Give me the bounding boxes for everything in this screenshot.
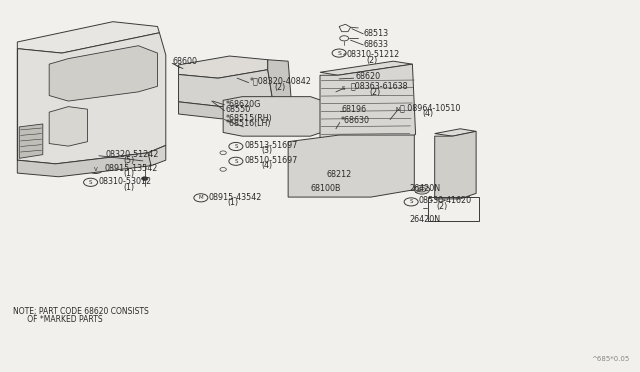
Text: S: S <box>337 51 341 55</box>
Polygon shape <box>288 135 414 197</box>
Circle shape <box>311 103 316 106</box>
Circle shape <box>82 83 100 93</box>
Polygon shape <box>17 153 151 177</box>
Text: 68100B: 68100B <box>310 185 341 193</box>
Text: (1): (1) <box>124 169 135 178</box>
Text: Ⓞ 08964-10510: Ⓞ 08964-10510 <box>400 103 461 112</box>
Text: S: S <box>410 199 413 204</box>
Text: (4): (4) <box>261 161 273 170</box>
Text: 68620: 68620 <box>355 72 380 81</box>
Polygon shape <box>223 97 321 136</box>
Text: 68633: 68633 <box>364 40 388 49</box>
Circle shape <box>230 129 235 132</box>
Text: 68513: 68513 <box>364 29 388 38</box>
Text: 26420N: 26420N <box>409 184 440 193</box>
Polygon shape <box>19 124 43 158</box>
Text: S: S <box>234 159 237 164</box>
Circle shape <box>414 185 429 194</box>
Polygon shape <box>17 33 166 164</box>
Text: 68550: 68550 <box>226 105 251 115</box>
Text: N: N <box>396 107 400 112</box>
Polygon shape <box>49 46 157 101</box>
Text: *68620G: *68620G <box>226 100 261 109</box>
Polygon shape <box>17 22 159 53</box>
Polygon shape <box>435 131 476 199</box>
Text: *68515(RH): *68515(RH) <box>226 113 273 122</box>
Text: 08310-51212: 08310-51212 <box>347 51 400 60</box>
Text: 08320-51242: 08320-51242 <box>105 150 159 159</box>
Text: (2): (2) <box>370 88 381 97</box>
Text: 08513-51697: 08513-51697 <box>245 141 298 150</box>
Polygon shape <box>179 56 268 78</box>
Polygon shape <box>49 107 88 146</box>
Text: (1): (1) <box>228 198 239 207</box>
Polygon shape <box>148 145 166 166</box>
Circle shape <box>230 103 235 106</box>
Polygon shape <box>268 60 291 101</box>
Text: *68516(LH): *68516(LH) <box>226 119 271 128</box>
Circle shape <box>209 89 228 100</box>
Circle shape <box>102 80 120 91</box>
Circle shape <box>311 129 316 132</box>
Circle shape <box>112 56 143 74</box>
Text: Ⓝ08363-61638: Ⓝ08363-61638 <box>351 82 408 91</box>
Text: S: S <box>234 144 237 149</box>
Circle shape <box>90 60 120 77</box>
Circle shape <box>68 63 99 81</box>
Text: 08915-43542: 08915-43542 <box>209 193 262 202</box>
Text: (2): (2) <box>274 83 285 92</box>
Text: 08915-13542: 08915-13542 <box>104 164 158 173</box>
Polygon shape <box>179 70 272 107</box>
Text: 68196: 68196 <box>341 105 366 115</box>
Text: (4): (4) <box>422 109 433 118</box>
Text: S: S <box>342 86 346 91</box>
Text: M: M <box>198 195 203 200</box>
Text: 08310-53012: 08310-53012 <box>99 177 152 186</box>
Circle shape <box>141 163 148 166</box>
Text: 26420N: 26420N <box>409 215 440 224</box>
Text: 68212: 68212 <box>326 170 351 179</box>
Polygon shape <box>435 129 476 136</box>
Text: 68600: 68600 <box>172 57 197 66</box>
Text: (3): (3) <box>261 147 273 155</box>
Text: S: S <box>89 180 92 185</box>
Text: V: V <box>94 167 97 172</box>
Text: NOTE; PART CODE 68620 CONSISTS: NOTE; PART CODE 68620 CONSISTS <box>13 307 148 316</box>
Polygon shape <box>179 97 291 119</box>
Text: *Ⓝ08320-40842: *Ⓝ08320-40842 <box>250 77 312 86</box>
Text: (2): (2) <box>367 56 378 65</box>
Text: 08510-51697: 08510-51697 <box>245 155 298 165</box>
Text: (5): (5) <box>124 155 135 165</box>
Polygon shape <box>320 64 415 147</box>
Circle shape <box>141 177 148 180</box>
Text: ^685*0.05: ^685*0.05 <box>591 356 629 362</box>
Text: OF *MARKED PARTS: OF *MARKED PARTS <box>13 315 102 324</box>
Text: *68630: *68630 <box>341 116 370 125</box>
Text: (2): (2) <box>436 202 447 211</box>
Text: 08530-41620: 08530-41620 <box>418 196 471 205</box>
Polygon shape <box>320 61 412 75</box>
Text: (1): (1) <box>124 183 135 192</box>
